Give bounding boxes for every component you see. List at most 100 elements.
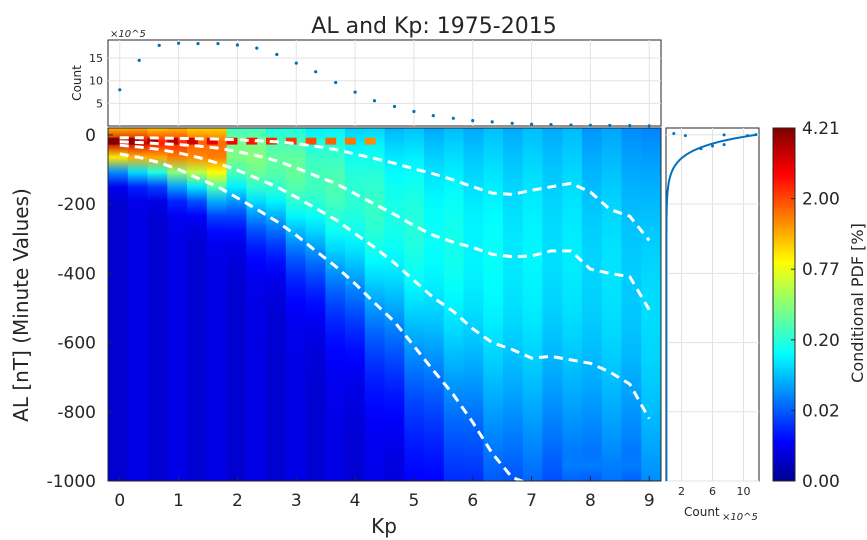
right-marginal-point bbox=[699, 147, 703, 151]
right-marginal-xticks: 2 6 10 bbox=[678, 485, 751, 498]
y-tick-label: -400 bbox=[57, 264, 96, 284]
right-x-tick-label: 6 bbox=[709, 485, 716, 498]
heatmap-peak-cell bbox=[127, 137, 139, 145]
heatmap-column bbox=[503, 128, 524, 481]
x-tick-label: 5 bbox=[409, 491, 420, 511]
top-marginal-point bbox=[530, 122, 534, 126]
top-y-tick-label: 15 bbox=[89, 52, 103, 65]
heatmap-peak-cell bbox=[364, 137, 376, 145]
right-marginal-panel: 2 6 10 Count ×10^5 bbox=[665, 127, 760, 523]
heatmap-column bbox=[621, 128, 642, 481]
heatmap-peak-cell bbox=[285, 137, 297, 145]
y-tick-label: -600 bbox=[57, 334, 96, 354]
top-marginal-point bbox=[549, 123, 553, 127]
top-marginal-point bbox=[471, 119, 475, 123]
heatmap-column bbox=[226, 128, 247, 481]
heatmap-column bbox=[443, 128, 465, 481]
main-xlabel: Kp bbox=[371, 514, 397, 538]
x-tick-label: 3 bbox=[291, 491, 302, 511]
right-marginal-point bbox=[722, 133, 726, 137]
heatmap-column bbox=[187, 128, 208, 481]
heatmap-column bbox=[463, 128, 484, 481]
heatmap-column bbox=[325, 128, 346, 481]
heatmap-column bbox=[582, 128, 603, 481]
top-marginal-point bbox=[118, 88, 122, 92]
main-yticks: 0 -200 -400 -600 -800 -1000 bbox=[47, 126, 113, 492]
top-marginal-point bbox=[647, 124, 651, 128]
x-tick-label: 2 bbox=[232, 491, 243, 511]
top-marginal-point bbox=[412, 109, 416, 114]
y-tick-label: -1000 bbox=[47, 472, 96, 492]
quantile-curve bbox=[119, 143, 651, 420]
heatmap-column bbox=[108, 128, 129, 481]
heatmap-peak-cell bbox=[345, 137, 356, 145]
heatmap-column bbox=[384, 128, 405, 481]
colorbar-label: Conditional PDF [%] bbox=[848, 223, 867, 383]
top-marginal-point bbox=[157, 43, 161, 48]
right-x-tick-label: 10 bbox=[737, 485, 751, 498]
heatmap-peak-cell bbox=[206, 137, 218, 145]
top-marginal-point bbox=[372, 99, 377, 103]
heatmap-column bbox=[522, 128, 544, 481]
main-ylabel: AL [nT] (Minute Values) bbox=[9, 188, 33, 422]
heatmap-column bbox=[562, 128, 583, 481]
heatmap-column bbox=[246, 128, 267, 481]
heatmap-peak-cell bbox=[167, 137, 179, 145]
top-y-tick-label: 10 bbox=[89, 75, 103, 88]
colorbar-tick-label: 4.21 bbox=[802, 119, 840, 139]
top-marginal-point bbox=[216, 42, 220, 46]
heatmap-peak-cell bbox=[246, 137, 258, 145]
colorbar-tick-label: 0.20 bbox=[802, 331, 840, 351]
x-tick-label: 0 bbox=[114, 491, 125, 511]
right-marginal-point bbox=[722, 143, 726, 147]
x-tick-label: 6 bbox=[467, 491, 478, 511]
right-marginal-point bbox=[754, 133, 758, 137]
top-marginal-point bbox=[490, 120, 494, 124]
right-marginal-exponent: ×10^5 bbox=[722, 512, 758, 523]
top-marginal-ylabel: Count bbox=[70, 65, 84, 101]
quantile-curves bbox=[119, 136, 651, 481]
main-xticks: 0 1 2 3 4 5 6 7 8 9 bbox=[114, 476, 655, 511]
top-marginal-point bbox=[255, 46, 259, 50]
top-marginal-frame bbox=[107, 39, 662, 127]
heatmap-column bbox=[206, 128, 228, 481]
heatmap-peak-cell bbox=[226, 137, 238, 145]
top-marginal-point bbox=[196, 42, 200, 46]
colorbar: 4.21 2.00 0.77 0.20 0.02 0.00 Conditional PDF… bbox=[772, 119, 867, 492]
top-marginal-point bbox=[588, 123, 593, 127]
top-marginal-panel: 5 10 15 Count ×10^5 bbox=[70, 29, 662, 128]
colorbar-ticks: 4.21 2.00 0.77 0.20 0.02 0.00 bbox=[791, 119, 840, 492]
y-tick-label: 0 bbox=[85, 126, 96, 146]
heatmap-peak-cell bbox=[325, 137, 337, 145]
heatmap-column bbox=[641, 128, 661, 481]
heatmap-column bbox=[424, 128, 445, 481]
quantile-curve bbox=[119, 152, 527, 481]
top-marginal-exponent: ×10^5 bbox=[110, 29, 146, 40]
colorbar-gradient bbox=[772, 127, 796, 482]
top-marginal-point bbox=[608, 123, 612, 128]
heatmap-column bbox=[147, 128, 168, 481]
top-marginal-point bbox=[334, 80, 338, 85]
heatmap-column bbox=[127, 128, 149, 481]
top-marginal-point bbox=[353, 90, 357, 94]
heatmap-column bbox=[266, 128, 287, 481]
x-tick-label: 9 bbox=[644, 491, 655, 511]
top-marginal-point bbox=[392, 104, 397, 109]
top-marginal-point bbox=[275, 52, 279, 57]
colorbar-tick-label: 0.02 bbox=[802, 401, 840, 421]
top-marginal-point bbox=[177, 41, 181, 45]
top-y-tick-label: 5 bbox=[96, 97, 103, 110]
top-marginal-grid bbox=[108, 40, 661, 126]
heatmap-column bbox=[404, 128, 425, 481]
x-tick-label: 1 bbox=[173, 491, 184, 511]
heatmap-column bbox=[305, 128, 326, 481]
right-marginal-point bbox=[683, 134, 687, 138]
heatmap-column bbox=[483, 128, 504, 481]
chart-title: AL and Kp: 1975-2015 bbox=[311, 14, 556, 39]
top-marginal-point bbox=[628, 124, 632, 128]
main-heatmap-frame bbox=[107, 127, 662, 482]
heatmap-peak-cell bbox=[305, 137, 317, 145]
right-marginal-xlabel: Count bbox=[684, 505, 720, 519]
top-marginal-point bbox=[451, 116, 455, 120]
